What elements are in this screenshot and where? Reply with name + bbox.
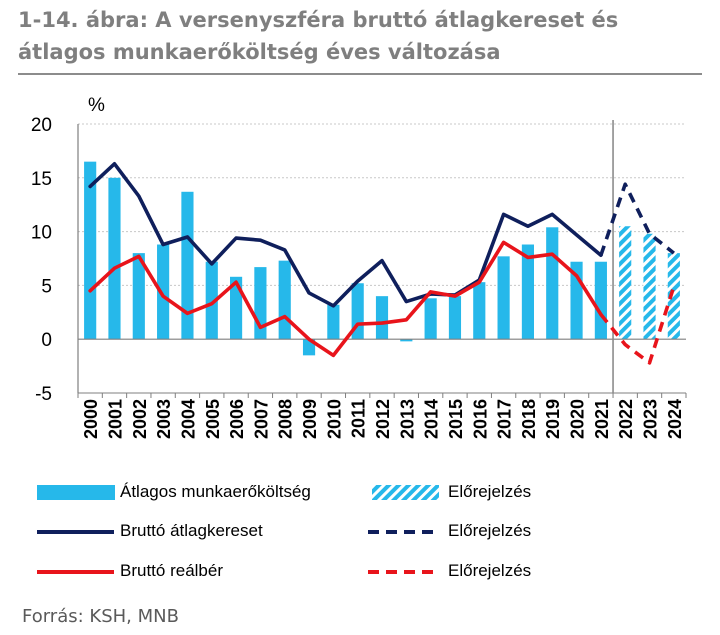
x-tick-label: 2024 xyxy=(665,399,685,439)
y-tick-label: 20 xyxy=(31,115,52,136)
source-note: Forrás: KSH, MNB xyxy=(22,606,179,627)
bar xyxy=(521,244,534,340)
bar xyxy=(546,227,559,340)
x-tick-label: 2004 xyxy=(178,399,198,439)
x-tick-label: 2008 xyxy=(276,399,296,439)
x-tick-label: 2015 xyxy=(446,399,466,439)
bar-forecast xyxy=(619,226,632,340)
bar xyxy=(448,296,462,340)
bar xyxy=(132,253,145,340)
x-tick-label: 2006 xyxy=(227,399,247,439)
bar xyxy=(375,296,389,340)
x-tick-label: 2016 xyxy=(470,399,490,439)
line-wage xyxy=(88,162,603,308)
line-real-forecast xyxy=(599,285,676,365)
bar xyxy=(278,260,291,340)
y-tick-label: 5 xyxy=(41,276,52,297)
y-tick-label: -5 xyxy=(35,384,52,405)
x-tick-label: 2012 xyxy=(373,399,393,439)
bar xyxy=(108,177,121,340)
y-tick-label: 10 xyxy=(31,223,52,244)
y-tick-label: 0 xyxy=(41,330,52,351)
x-tick-label: 2023 xyxy=(641,399,661,439)
x-tick-label: 2020 xyxy=(568,399,588,439)
y-axis-unit: % xyxy=(88,95,105,116)
bar-forecast xyxy=(643,233,656,340)
x-tick-label: 2010 xyxy=(324,399,344,439)
x-tick-label: 2003 xyxy=(154,399,174,439)
x-tick-label: 2022 xyxy=(616,399,636,439)
x-tick-label: 2019 xyxy=(543,399,563,439)
axes xyxy=(77,120,687,398)
x-tick-label: 2013 xyxy=(397,399,417,439)
x-tick-label: 2009 xyxy=(300,399,320,439)
x-tick-label: 2007 xyxy=(251,399,271,439)
bar xyxy=(230,276,243,340)
x-tick-label: 2005 xyxy=(203,399,223,439)
bar xyxy=(594,261,607,340)
x-tick-label: 2001 xyxy=(105,399,125,439)
bar xyxy=(400,339,413,342)
bar xyxy=(327,304,340,340)
bar xyxy=(473,282,486,340)
line-series xyxy=(88,162,676,365)
bar xyxy=(424,298,437,340)
title-divider xyxy=(18,73,702,75)
line-wage-forecast xyxy=(599,182,675,256)
bar xyxy=(497,256,510,340)
x-tick-label: 2017 xyxy=(495,399,515,439)
bar-forecast xyxy=(667,253,680,340)
y-tick-label: 15 xyxy=(31,169,52,190)
bar xyxy=(181,191,194,340)
x-tick-label: 2014 xyxy=(422,399,442,439)
line-real xyxy=(88,240,603,358)
x-tick-label: 2011 xyxy=(349,399,369,438)
x-tick-label: 2002 xyxy=(130,399,150,439)
x-tick-label: 2018 xyxy=(519,399,539,439)
chart-title: 1-14. ábra: A versenyszféra bruttó átlag… xyxy=(18,8,619,64)
bar xyxy=(157,244,170,340)
x-tick-label: 2000 xyxy=(81,399,101,439)
bar xyxy=(205,261,218,340)
bar xyxy=(84,161,97,340)
bar-series xyxy=(84,161,680,356)
x-tick-label: 2021 xyxy=(592,399,612,439)
